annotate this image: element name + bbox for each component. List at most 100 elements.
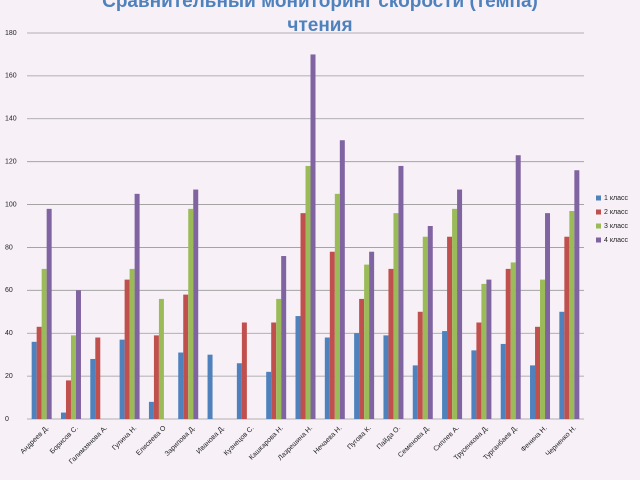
y-tick-label: 120 (5, 159, 17, 166)
bar (31, 341, 37, 419)
x-tick-label: Пугова К. (346, 425, 372, 451)
bar (36, 326, 42, 419)
bar (207, 354, 213, 419)
bar (188, 208, 194, 419)
bar (452, 208, 458, 419)
bar (41, 268, 47, 419)
x-tick-label: Кузнецов С. (223, 425, 256, 458)
bar (241, 322, 247, 419)
y-tick-label: 80 (5, 244, 13, 251)
bar (193, 189, 199, 419)
bar (70, 335, 76, 419)
bar (559, 311, 565, 419)
bar (46, 208, 52, 419)
bar (369, 251, 375, 419)
bar (95, 337, 101, 419)
legend-label: 2 класс (604, 209, 628, 216)
bar (398, 165, 404, 419)
bar (442, 331, 448, 419)
bar (393, 213, 399, 419)
bar (447, 236, 453, 419)
bar (119, 339, 125, 419)
y-tick-label: 0 (5, 416, 9, 423)
x-tick-label: Гулина Н. (111, 425, 138, 452)
bar (427, 226, 433, 419)
bar (364, 264, 370, 419)
bar (276, 298, 282, 419)
bar (305, 165, 311, 419)
bar (148, 401, 154, 419)
bar (510, 262, 516, 419)
bar (310, 54, 316, 419)
x-tick-label: Фенина Н. (520, 425, 549, 454)
x-tick-label: Нечаева Н. (313, 425, 344, 456)
y-tick-label: 180 (5, 30, 17, 37)
bar (359, 298, 365, 419)
bar (334, 193, 340, 419)
bar (476, 322, 482, 419)
x-tick-label: Андреев Д. (20, 425, 51, 456)
bar (329, 251, 335, 419)
x-tick-label: Сиплев А. (433, 425, 461, 453)
bar (540, 279, 546, 419)
y-tick-label: 100 (5, 201, 17, 208)
bar (75, 290, 81, 419)
bar (471, 350, 477, 419)
legend-label: 4 класс (604, 237, 628, 244)
bar (134, 193, 140, 419)
x-tick-label: Пайда О. (375, 424, 402, 451)
bar (153, 335, 159, 419)
bar (383, 335, 389, 419)
legend-swatch (596, 209, 601, 215)
bar (486, 279, 492, 419)
bar (564, 236, 570, 419)
x-tick-label: Зарипова Д. (164, 425, 197, 458)
legend-swatch (596, 195, 601, 201)
bar (354, 333, 360, 419)
bar (535, 326, 541, 419)
bar (300, 213, 306, 419)
y-tick-label: 40 (5, 330, 13, 337)
bar (388, 268, 394, 419)
bar (281, 256, 287, 419)
bar (271, 322, 277, 419)
bar (339, 140, 345, 419)
bar (90, 358, 96, 419)
bar (183, 294, 189, 419)
bar (481, 283, 487, 419)
legend-label: 1 класс (604, 195, 628, 202)
bar (417, 311, 423, 419)
bar (324, 337, 330, 419)
bar (266, 371, 272, 419)
legend-label: 3 класс (604, 223, 628, 230)
bar (236, 363, 242, 419)
legend-swatch (596, 223, 601, 229)
bar (569, 210, 575, 419)
bar (500, 343, 506, 419)
bar (530, 365, 536, 419)
bar (158, 298, 164, 419)
x-tick-label: Борисов С. (49, 425, 80, 456)
y-tick-label: 140 (5, 116, 17, 123)
chart-title: Сравнительный мониторинг скорости (темпа… (102, 0, 538, 36)
bar (505, 268, 511, 419)
bar (295, 316, 301, 419)
bar (129, 268, 135, 419)
bar (65, 380, 71, 419)
bar (412, 365, 418, 419)
x-tick-label: Черненко Н. (545, 425, 578, 458)
x-tick-label: Семенова Д. (397, 425, 431, 459)
bar (574, 170, 580, 419)
bar (178, 352, 184, 419)
legend-swatch (596, 237, 601, 243)
bar (545, 213, 551, 419)
bar (515, 155, 521, 419)
bar (422, 236, 428, 419)
y-tick-label: 160 (5, 73, 17, 80)
bar (60, 412, 66, 419)
x-tick-label: Иванова Д. (196, 425, 227, 456)
y-tick-label: 20 (5, 373, 13, 380)
y-tick-label: 60 (5, 287, 13, 294)
